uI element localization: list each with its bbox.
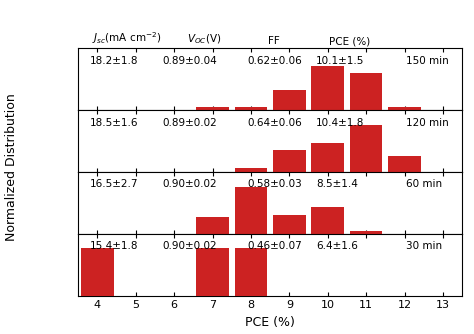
X-axis label: PCE (%): PCE (%) [245,316,295,329]
Text: 30 min: 30 min [407,241,443,251]
Text: 0.90±0.02: 0.90±0.02 [163,179,217,189]
Text: 0.62±0.06: 0.62±0.06 [247,56,302,66]
Text: 10.1±1.5: 10.1±1.5 [316,56,365,66]
Bar [196,217,229,234]
Bar [388,107,421,110]
Text: 0.89±0.04: 0.89±0.04 [163,56,218,66]
Text: 15.4±1.8: 15.4±1.8 [90,241,138,251]
Bar [235,107,267,110]
Text: FF: FF [268,36,280,46]
Text: PCE (%): PCE (%) [329,36,371,46]
Text: 18.2±1.8: 18.2±1.8 [90,56,138,66]
Text: 150 min: 150 min [407,56,449,66]
Text: 0.90±0.02: 0.90±0.02 [163,241,217,251]
Text: 60 min: 60 min [407,179,443,189]
Bar [196,248,229,296]
Text: 6.4±1.6: 6.4±1.6 [316,241,358,251]
Bar [235,187,267,234]
Bar [196,107,229,110]
Text: $J_{sc}$(mA cm$^{-2}$): $J_{sc}$(mA cm$^{-2}$) [92,30,162,46]
Bar [235,168,267,172]
Text: 16.5±2.7: 16.5±2.7 [90,179,138,189]
Bar [81,248,114,296]
Text: $V_{OC}$(V): $V_{OC}$(V) [187,32,222,46]
Bar [273,150,306,172]
Text: 0.58±0.03: 0.58±0.03 [247,179,302,189]
Bar [388,156,421,172]
Text: 0.64±0.06: 0.64±0.06 [247,118,302,128]
Text: 0.46±0.07: 0.46±0.07 [247,241,302,251]
Text: 18.5±1.6: 18.5±1.6 [90,118,138,128]
Bar [350,125,383,172]
Bar [311,206,344,234]
Bar [311,143,344,172]
Bar [350,231,383,234]
Text: 8.5±1.4: 8.5±1.4 [316,179,358,189]
Text: 0.89±0.02: 0.89±0.02 [163,118,218,128]
Text: 10.4±1.8: 10.4±1.8 [316,118,365,128]
Bar [273,215,306,234]
Bar [311,66,344,110]
Bar [350,72,383,110]
Text: 120 min: 120 min [407,118,449,128]
Bar [235,248,267,296]
Bar [273,90,306,110]
Text: Normalized Distribution: Normalized Distribution [5,93,18,241]
